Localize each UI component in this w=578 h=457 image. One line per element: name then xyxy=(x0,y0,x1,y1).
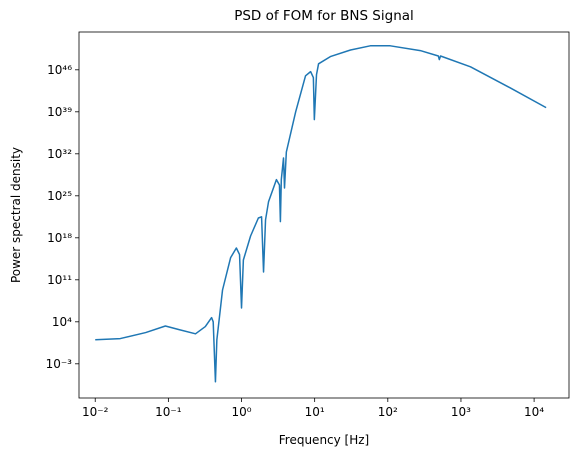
y-tick-label: 10³² xyxy=(47,147,72,161)
x-tick-label: 10⁻¹ xyxy=(155,405,182,419)
y-tick-label: 10⁴⁶ xyxy=(47,63,72,77)
x-tick-label: 10⁰ xyxy=(231,405,251,419)
x-tick-label: 10² xyxy=(378,405,398,419)
y-tick-label: 10²⁵ xyxy=(47,189,72,203)
y-tick-label: 10⁻³ xyxy=(46,357,73,371)
chart-title: PSD of FOM for BNS Signal xyxy=(234,8,414,24)
x-axis-label: Frequency [Hz] xyxy=(279,433,370,447)
y-tick-label: 10⁴ xyxy=(52,315,72,329)
x-tick-label: 10¹ xyxy=(305,405,325,419)
x-tick-label: 10⁴ xyxy=(524,405,544,419)
y-tick-label: 10¹⁸ xyxy=(47,231,72,245)
y-axis-label: Power spectral density xyxy=(9,147,23,283)
line-series xyxy=(95,45,547,383)
x-tick-label: 10³ xyxy=(451,405,471,419)
y-tick-label: 10³⁹ xyxy=(47,105,72,119)
x-tick-label: 10⁻² xyxy=(82,405,109,419)
plot-frame xyxy=(78,31,570,399)
y-tick-label: 10¹¹ xyxy=(47,273,72,287)
